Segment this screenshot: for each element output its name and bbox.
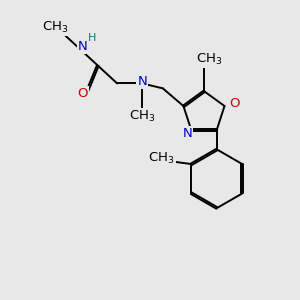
Text: O: O <box>229 97 240 110</box>
Text: N: N <box>78 40 88 53</box>
Text: N: N <box>182 127 192 140</box>
Text: CH$_3$: CH$_3$ <box>42 20 68 35</box>
Text: O: O <box>78 87 88 100</box>
Text: CH$_3$: CH$_3$ <box>148 151 175 166</box>
Text: H: H <box>88 33 96 43</box>
Text: CH$_3$: CH$_3$ <box>129 109 155 124</box>
Text: CH$_3$: CH$_3$ <box>196 52 222 67</box>
Text: N: N <box>137 75 147 88</box>
